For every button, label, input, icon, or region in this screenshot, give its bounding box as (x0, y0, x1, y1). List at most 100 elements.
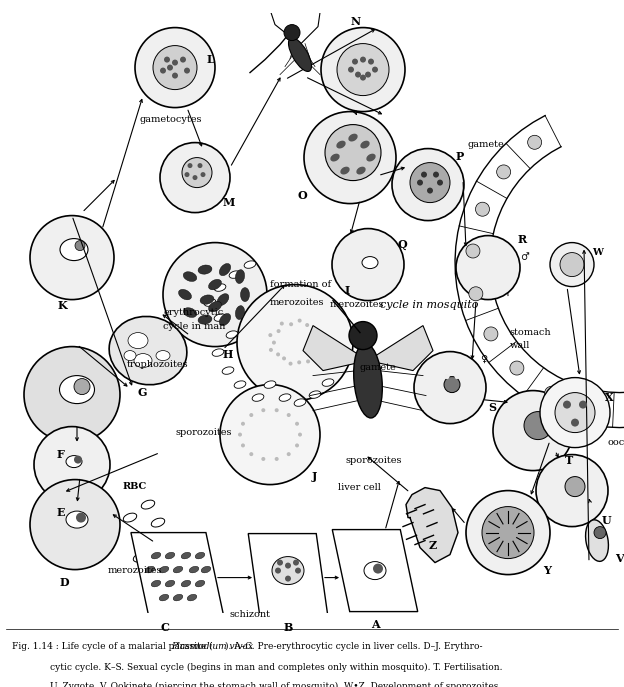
Circle shape (594, 526, 606, 539)
Polygon shape (131, 532, 225, 622)
Text: I: I (345, 285, 350, 296)
Circle shape (74, 455, 82, 464)
Circle shape (180, 56, 186, 63)
Circle shape (30, 216, 114, 300)
Ellipse shape (294, 399, 306, 406)
Circle shape (466, 244, 480, 258)
Circle shape (220, 385, 320, 484)
Circle shape (187, 163, 192, 168)
Text: formation of: formation of (270, 280, 331, 289)
Ellipse shape (356, 167, 366, 174)
Ellipse shape (330, 154, 339, 161)
Ellipse shape (204, 299, 216, 306)
Circle shape (497, 165, 510, 179)
Ellipse shape (109, 317, 187, 385)
Ellipse shape (279, 394, 291, 401)
Circle shape (585, 401, 599, 414)
Circle shape (172, 60, 178, 65)
Circle shape (237, 284, 353, 401)
Text: J: J (312, 471, 318, 482)
Circle shape (288, 361, 293, 365)
Ellipse shape (178, 289, 192, 300)
Circle shape (304, 111, 396, 203)
Ellipse shape (59, 376, 94, 403)
Circle shape (250, 413, 253, 417)
Circle shape (192, 175, 198, 180)
Ellipse shape (235, 269, 245, 284)
Ellipse shape (214, 284, 226, 291)
Circle shape (286, 452, 291, 456)
Ellipse shape (208, 280, 222, 290)
Circle shape (540, 378, 610, 448)
Ellipse shape (214, 314, 226, 322)
Circle shape (284, 25, 300, 41)
Text: Q: Q (398, 239, 407, 250)
Circle shape (410, 163, 450, 203)
Text: Z: Z (429, 540, 437, 551)
Circle shape (306, 359, 310, 363)
Ellipse shape (288, 38, 311, 71)
Circle shape (295, 443, 299, 447)
Circle shape (348, 67, 354, 73)
Ellipse shape (195, 552, 205, 559)
Ellipse shape (198, 315, 212, 324)
Circle shape (286, 413, 291, 417)
Circle shape (482, 506, 534, 559)
Ellipse shape (226, 331, 238, 338)
Ellipse shape (181, 552, 191, 559)
Circle shape (163, 243, 267, 346)
Text: O: O (298, 190, 308, 201)
Circle shape (524, 412, 552, 440)
Circle shape (332, 229, 404, 301)
Text: T: T (565, 455, 573, 466)
Circle shape (352, 58, 358, 65)
Circle shape (536, 455, 608, 526)
Circle shape (475, 202, 489, 216)
Text: sporozoites: sporozoites (175, 428, 232, 437)
Text: X: X (605, 392, 613, 403)
Ellipse shape (151, 581, 161, 587)
Ellipse shape (158, 533, 172, 542)
Polygon shape (406, 488, 458, 563)
Circle shape (289, 322, 293, 326)
Circle shape (579, 401, 587, 409)
Ellipse shape (183, 272, 197, 282)
Text: Y: Y (543, 565, 551, 576)
Circle shape (454, 374, 459, 379)
Circle shape (269, 348, 273, 352)
Ellipse shape (322, 379, 334, 386)
Ellipse shape (234, 381, 246, 388)
Text: wall: wall (510, 341, 530, 350)
Circle shape (355, 71, 361, 78)
Ellipse shape (189, 566, 199, 573)
Ellipse shape (135, 533, 149, 542)
Ellipse shape (145, 566, 155, 573)
Circle shape (276, 329, 281, 333)
Text: C: C (160, 622, 170, 633)
Ellipse shape (181, 581, 191, 587)
Circle shape (305, 323, 309, 327)
Circle shape (275, 408, 279, 412)
Circle shape (466, 491, 550, 574)
Text: liver cell: liver cell (338, 483, 381, 492)
Ellipse shape (336, 141, 346, 148)
Circle shape (360, 75, 366, 80)
Circle shape (414, 352, 486, 424)
Text: U: U (602, 515, 612, 526)
Text: G: G (138, 387, 147, 398)
Text: W: W (592, 248, 603, 257)
Circle shape (550, 243, 594, 286)
Circle shape (285, 563, 291, 569)
Polygon shape (368, 326, 433, 370)
Circle shape (373, 563, 383, 574)
Circle shape (135, 27, 215, 108)
Circle shape (261, 408, 265, 412)
Ellipse shape (360, 141, 369, 148)
Circle shape (563, 401, 571, 409)
Circle shape (311, 328, 315, 332)
Circle shape (571, 418, 579, 427)
Circle shape (24, 346, 120, 442)
Ellipse shape (348, 134, 358, 142)
Ellipse shape (128, 333, 148, 348)
Ellipse shape (151, 518, 165, 527)
